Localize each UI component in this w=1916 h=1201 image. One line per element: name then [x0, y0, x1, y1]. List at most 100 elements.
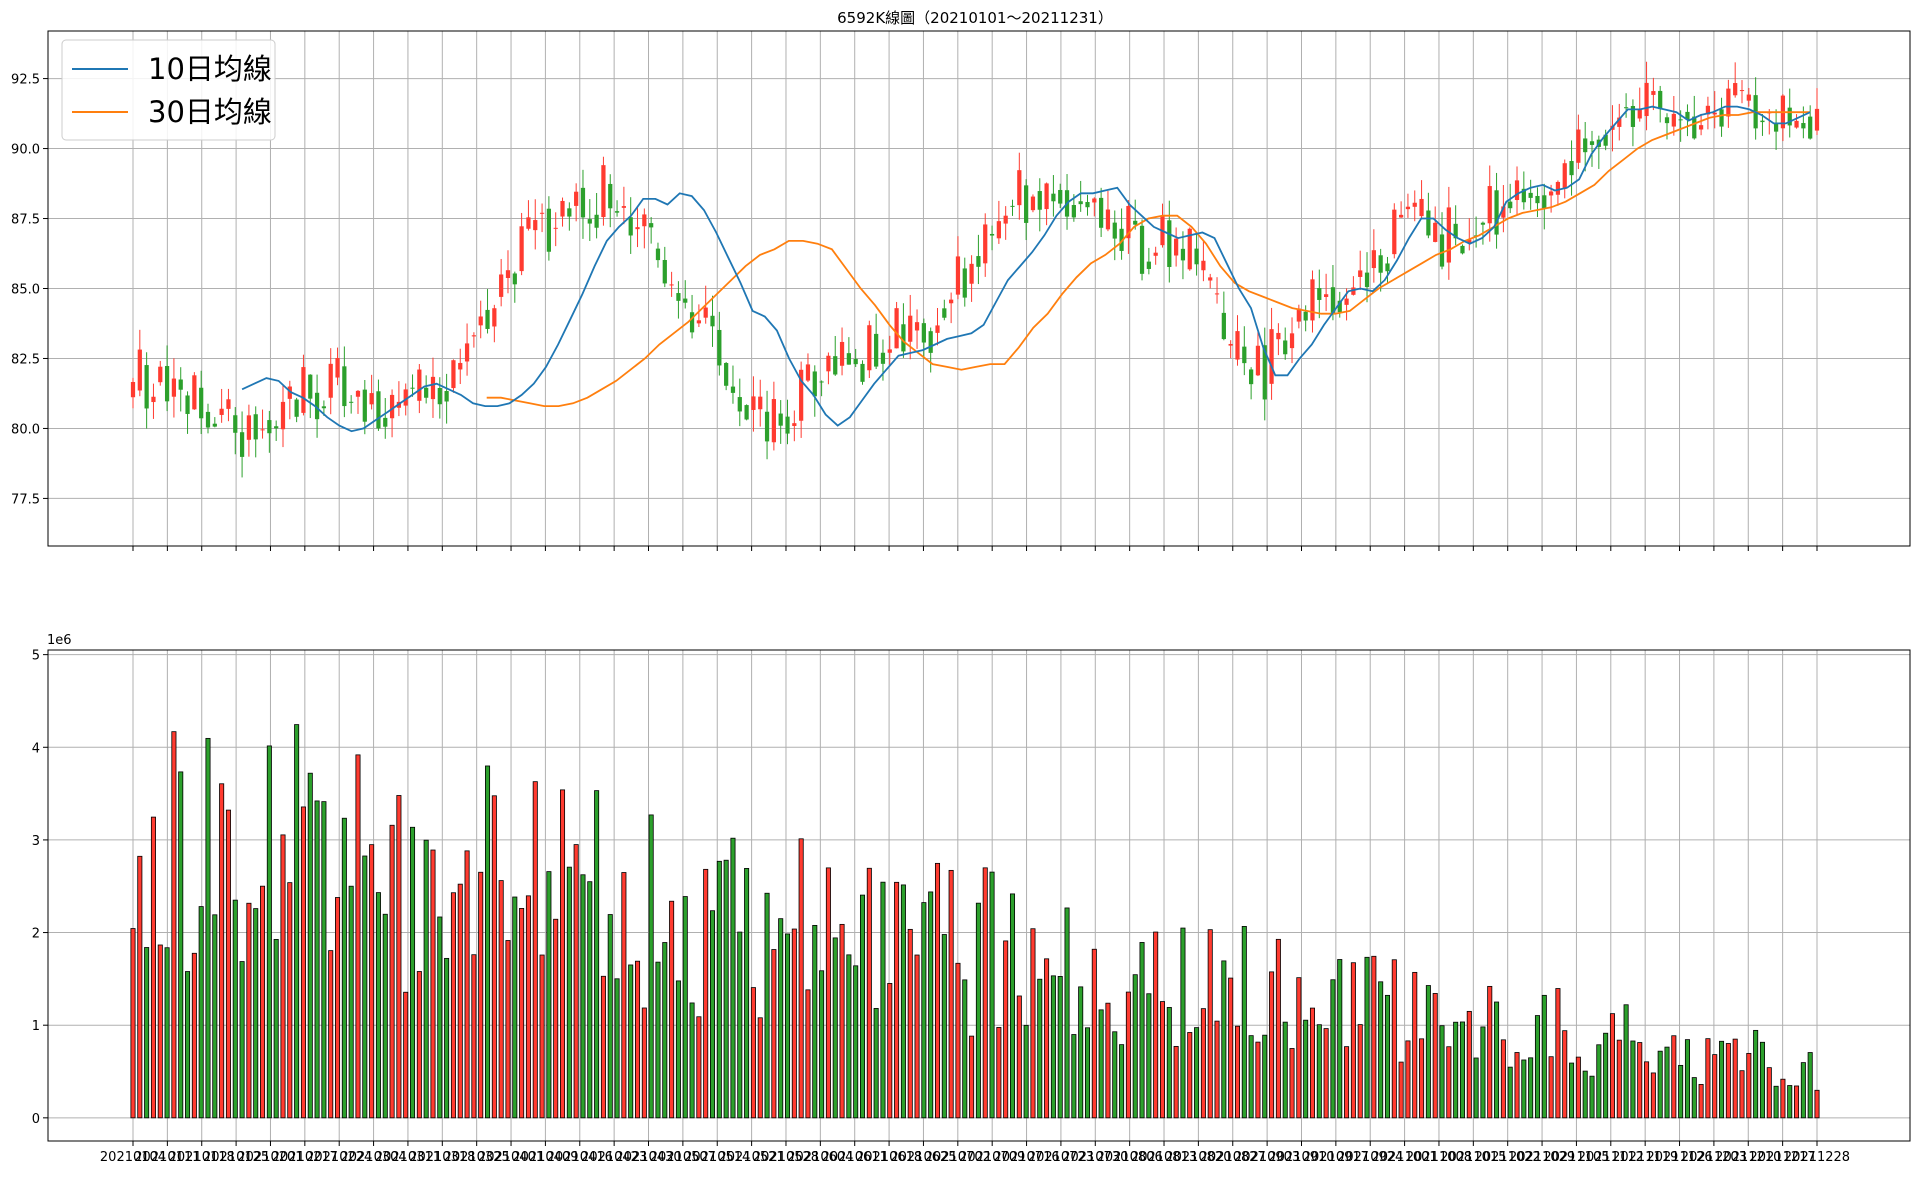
volume-bar — [1446, 1046, 1452, 1119]
candle-body — [1317, 288, 1322, 300]
volume-bar — [1432, 993, 1438, 1119]
volume-bar — [948, 869, 954, 1119]
volume-bar — [1289, 1048, 1295, 1119]
volume-bar — [907, 928, 913, 1119]
candle-body — [1139, 225, 1145, 274]
volume-bar — [287, 882, 293, 1119]
candle-body — [1576, 129, 1581, 163]
volume-bar — [164, 947, 170, 1119]
volume-bar — [1705, 1038, 1711, 1119]
candle-body — [1617, 117, 1622, 127]
volume-bar — [812, 924, 818, 1119]
volume-bar — [382, 913, 388, 1119]
volume-bar — [894, 881, 900, 1119]
price-y-tick-label: 92.5 — [11, 73, 40, 88]
volume-bar — [1323, 1028, 1329, 1119]
volume-bar — [1425, 985, 1431, 1119]
x-tick-label: 20210311 — [375, 1150, 441, 1165]
volume-bar — [335, 897, 341, 1119]
volume-bar — [696, 1016, 702, 1119]
candle-body — [1439, 234, 1445, 267]
volume-bar — [1575, 1056, 1581, 1119]
volume-bar — [655, 961, 661, 1119]
candle-body — [1562, 163, 1567, 189]
candle-body — [608, 183, 613, 209]
volume-bar — [791, 928, 797, 1119]
volume-bar — [485, 765, 491, 1119]
volume-bar — [1616, 1039, 1622, 1119]
volume-bar — [1766, 1067, 1772, 1119]
x-tick-label: 20210430 — [615, 1150, 681, 1165]
volume-bar — [1514, 1052, 1520, 1119]
candle-body — [417, 369, 422, 401]
candle-body — [1794, 120, 1799, 128]
volume-bar — [662, 942, 668, 1119]
volume-bar — [1159, 1001, 1166, 1119]
candle-body — [130, 381, 136, 398]
x-tick-label: 20210625 — [890, 1150, 956, 1165]
volume-bar — [962, 979, 968, 1119]
volume-bar — [1528, 1057, 1534, 1119]
volume-bar — [723, 859, 729, 1119]
legend-box — [61, 39, 276, 141]
candle-body — [1051, 193, 1056, 202]
candle-body — [1719, 109, 1724, 127]
candle-body — [1344, 298, 1349, 305]
x-tick-label: 20210521 — [719, 1150, 785, 1165]
candle-body — [1671, 113, 1676, 127]
candle-body — [1262, 345, 1267, 400]
candle-body — [628, 217, 633, 236]
volume-bar — [1173, 1045, 1179, 1119]
candle-body — [1221, 312, 1226, 340]
candle-body — [308, 374, 313, 399]
volume-bar — [989, 871, 995, 1119]
candle-body — [1733, 83, 1738, 96]
candle-body — [662, 259, 667, 284]
candle-body — [642, 214, 647, 227]
candle-body — [1112, 222, 1117, 239]
volume-bar — [1466, 1010, 1472, 1119]
volume-bar — [1637, 1042, 1643, 1119]
candle-body — [1228, 343, 1233, 346]
volume-y-tick-label: 3 — [32, 834, 40, 849]
candle-body — [1174, 238, 1179, 256]
candle-body — [1501, 206, 1506, 218]
volume-bar — [260, 885, 266, 1119]
candle-body — [778, 413, 783, 426]
candle-body — [1508, 201, 1513, 209]
volume-bar — [423, 839, 429, 1119]
volume-bar — [198, 906, 204, 1119]
volume-bar — [362, 855, 368, 1119]
price-y-tick-label: 82.5 — [11, 352, 40, 367]
candle-body — [151, 396, 156, 403]
volume-bar — [1050, 975, 1056, 1119]
candle-body — [1589, 141, 1595, 145]
candle-body — [1637, 109, 1642, 119]
candle-body — [499, 274, 504, 297]
volume-bar — [519, 908, 525, 1119]
volume-bar — [1214, 1020, 1220, 1119]
volume-bar — [1228, 977, 1234, 1119]
candle-body — [1201, 260, 1206, 271]
candle-body — [751, 396, 756, 410]
ma10-line — [241, 105, 1811, 433]
candle-body — [621, 206, 626, 208]
volume-bar — [1807, 1052, 1813, 1119]
candle-body — [567, 208, 572, 217]
candle-body — [1037, 191, 1042, 210]
x-tick-label: 20210723 — [1028, 1150, 1094, 1165]
volume-bar — [1303, 1019, 1309, 1119]
candle-body — [410, 387, 415, 389]
candle-body — [989, 233, 995, 236]
volume-panel-frame — [47, 649, 1911, 1142]
volume-bar — [1459, 1021, 1465, 1119]
price-y-tick-label: 87.5 — [11, 213, 40, 228]
x-tick-label: 20211228 — [1784, 1150, 1850, 1165]
volume-bar — [471, 954, 477, 1119]
volume-bar — [1296, 977, 1302, 1119]
volume-bar — [1078, 986, 1084, 1119]
volume-bar — [1473, 1057, 1479, 1119]
candle-body — [1208, 277, 1213, 281]
volume-bar — [744, 868, 750, 1119]
volume-bar — [941, 934, 947, 1119]
